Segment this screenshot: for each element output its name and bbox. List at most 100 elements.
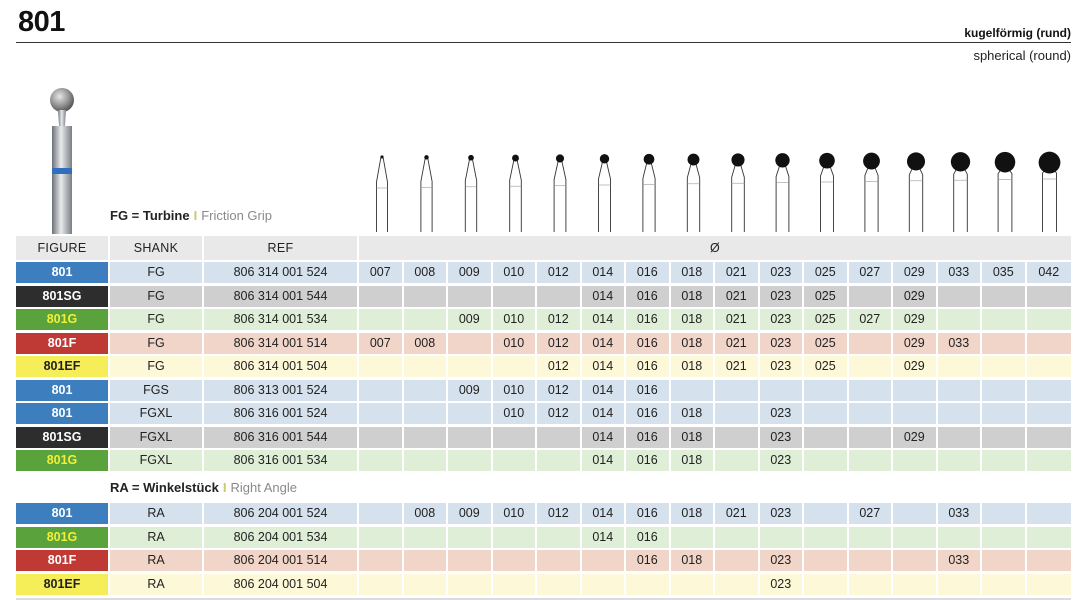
- cell-size: [492, 550, 537, 571]
- cell-size: 023: [759, 426, 804, 448]
- cell-figure: 801F: [16, 332, 110, 354]
- cell-size: [982, 450, 1027, 471]
- cell-size: 016: [626, 309, 671, 330]
- header-ref: REF: [204, 236, 359, 260]
- cell-size: [848, 426, 893, 448]
- cell-size: [982, 426, 1027, 448]
- cell-size: [670, 573, 715, 595]
- cell-size: [893, 526, 938, 548]
- cell-size: 033: [937, 262, 982, 283]
- cell-size: 027: [848, 503, 893, 524]
- cell-size: [982, 356, 1027, 377]
- section-label-ra-separator: I: [222, 480, 227, 495]
- cell-size: [848, 450, 893, 471]
- cell-size: [1026, 403, 1071, 424]
- cell-size: 010: [492, 503, 537, 524]
- cell-size: 018: [670, 356, 715, 377]
- subtitle-german: kugelförmig (rund): [964, 26, 1071, 40]
- cell-size: [448, 332, 493, 354]
- cell-shank: FG: [110, 309, 204, 330]
- cell-size: [537, 450, 582, 471]
- cell-figure: 801G: [16, 526, 110, 548]
- cell-size: [937, 403, 982, 424]
- cell-size: 021: [715, 503, 760, 524]
- cell-ref: 806 314 001 544: [204, 285, 359, 307]
- cell-size: [715, 426, 760, 448]
- cell-size: 018: [670, 262, 715, 283]
- cell-size: [1026, 503, 1071, 524]
- cell-size: 014: [581, 379, 626, 401]
- cell-size: [848, 332, 893, 354]
- cell-size: 029: [893, 356, 938, 377]
- cell-size: [848, 356, 893, 377]
- title-divider: [16, 42, 1071, 43]
- cell-size: [804, 426, 849, 448]
- cell-size: 029: [893, 285, 938, 307]
- cell-size: 012: [537, 379, 582, 401]
- cell-size: 009: [448, 309, 493, 330]
- cell-size: 012: [537, 309, 582, 330]
- table-row: 801 RA 806 204 001 524 008 009 010 012 014 016 01…: [16, 503, 1071, 524]
- cell-shank: RA: [110, 503, 204, 524]
- cell-size: [626, 573, 671, 595]
- subtitle-english: spherical (round): [973, 48, 1071, 63]
- bur-icon: [376, 155, 388, 232]
- cell-size: 014: [581, 285, 626, 307]
- table-bottom-edge: [16, 598, 1071, 600]
- cell-size: [403, 550, 448, 571]
- cell-size: 025: [804, 285, 849, 307]
- bur-icon: [731, 153, 745, 232]
- cell-size: [982, 503, 1027, 524]
- cell-size: 007: [359, 262, 404, 283]
- cell-shank: FGXL: [110, 426, 204, 448]
- cell-size: 016: [626, 550, 671, 571]
- cell-size: 007: [359, 332, 404, 354]
- cell-size: [848, 403, 893, 424]
- cell-size: 016: [626, 526, 671, 548]
- cell-size: 033: [937, 550, 982, 571]
- cell-size: [448, 450, 493, 471]
- cell-size: 029: [893, 309, 938, 330]
- cell-size: [359, 309, 404, 330]
- page-title: 801: [18, 6, 65, 38]
- cell-size: [359, 356, 404, 377]
- table-row: 801SG FG 806 314 001 544 014 016 018 021 023 025…: [16, 285, 1071, 307]
- cell-size: [715, 550, 760, 571]
- cell-size: [359, 573, 404, 595]
- cell-size: 010: [492, 262, 537, 283]
- cell-size: [403, 309, 448, 330]
- cell-size: 018: [670, 450, 715, 471]
- bur-icon: [906, 152, 926, 232]
- cell-size: 012: [537, 262, 582, 283]
- cell-size: 016: [626, 332, 671, 354]
- cell-size: [937, 426, 982, 448]
- cell-size: [1026, 573, 1071, 595]
- cell-shank: FGXL: [110, 403, 204, 424]
- cell-size: [670, 526, 715, 548]
- cell-shank: FG: [110, 262, 204, 283]
- cell-size: 023: [759, 262, 804, 283]
- bur-icon: [509, 154, 522, 232]
- cell-size: [403, 526, 448, 548]
- cell-size: [581, 550, 626, 571]
- cell-figure: 801: [16, 379, 110, 401]
- cell-size: [848, 526, 893, 548]
- cell-size: [848, 379, 893, 401]
- table-row: 801 FGS 806 313 001 524 009 010 012 014 016: [16, 379, 1071, 401]
- cell-figure: 801EF: [16, 356, 110, 377]
- cell-size: 012: [537, 403, 582, 424]
- cell-size: [937, 379, 982, 401]
- cell-size: 010: [492, 332, 537, 354]
- header-diameter: Ø: [359, 236, 1071, 260]
- table-row: 801G FG 806 314 001 534 009 010 012 014 016 018 0…: [16, 309, 1071, 330]
- cell-size: 018: [670, 309, 715, 330]
- cell-size: 014: [581, 426, 626, 448]
- cell-ref: 806 314 001 514: [204, 332, 359, 354]
- cell-size: [804, 450, 849, 471]
- cell-size: 023: [759, 503, 804, 524]
- table-row: 801F RA 806 204 001 514 016 018 023 033: [16, 550, 1071, 571]
- cell-size: [448, 356, 493, 377]
- cell-size: 009: [448, 262, 493, 283]
- cell-size: [1026, 356, 1071, 377]
- cell-size: [982, 573, 1027, 595]
